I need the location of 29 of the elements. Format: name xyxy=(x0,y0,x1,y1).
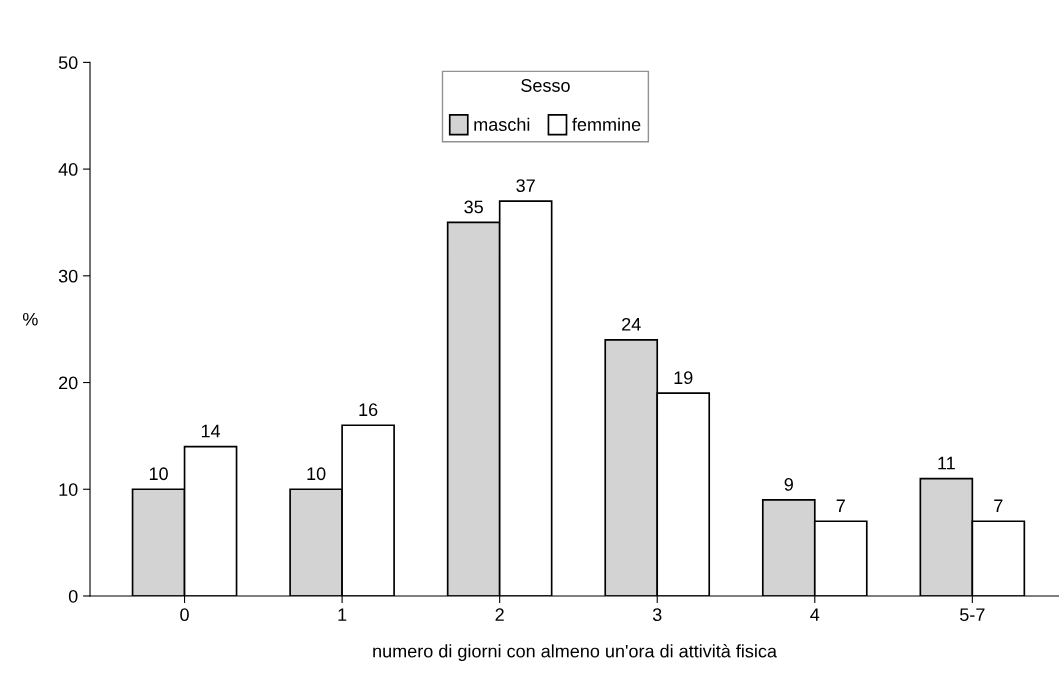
x-tick-label: 4 xyxy=(810,608,820,621)
x-tick-label: 3 xyxy=(652,608,662,622)
x-tick-label: 0 xyxy=(180,608,189,622)
legend-label: maschi xyxy=(474,117,530,131)
data-label: 16 xyxy=(359,403,378,417)
x-tick-label: 2 xyxy=(495,608,504,621)
y-tick-label: 10 xyxy=(59,483,78,496)
x-tick-label: 5-7 xyxy=(960,608,985,622)
data-label: 7 xyxy=(836,499,845,512)
data-label: 10 xyxy=(149,467,168,481)
data-label: 19 xyxy=(674,371,693,385)
data-label: 37 xyxy=(516,179,535,192)
y-axis-title: % xyxy=(22,312,38,326)
legend-title: Sesso xyxy=(521,79,570,92)
legend-label: femmine xyxy=(572,117,641,131)
data-label: 14 xyxy=(201,424,221,438)
y-tick-label: 0 xyxy=(68,589,78,603)
data-label: 24 xyxy=(622,317,641,331)
data-label: 35 xyxy=(464,200,483,214)
y-tick-label: 50 xyxy=(58,56,78,70)
y-tick-label: 30 xyxy=(58,269,78,283)
data-label: 11 xyxy=(938,456,955,470)
data-label: 7 xyxy=(994,499,1003,512)
data-label: 10 xyxy=(307,467,326,481)
y-tick-label: 20 xyxy=(59,376,78,390)
data-label: 9 xyxy=(784,478,793,491)
x-tick-label: 1 xyxy=(338,608,347,621)
y-tick-label: 40 xyxy=(58,163,78,176)
x-axis-title: numero di giorni con almeno un'ora di attività fisica xyxy=(373,644,777,662)
